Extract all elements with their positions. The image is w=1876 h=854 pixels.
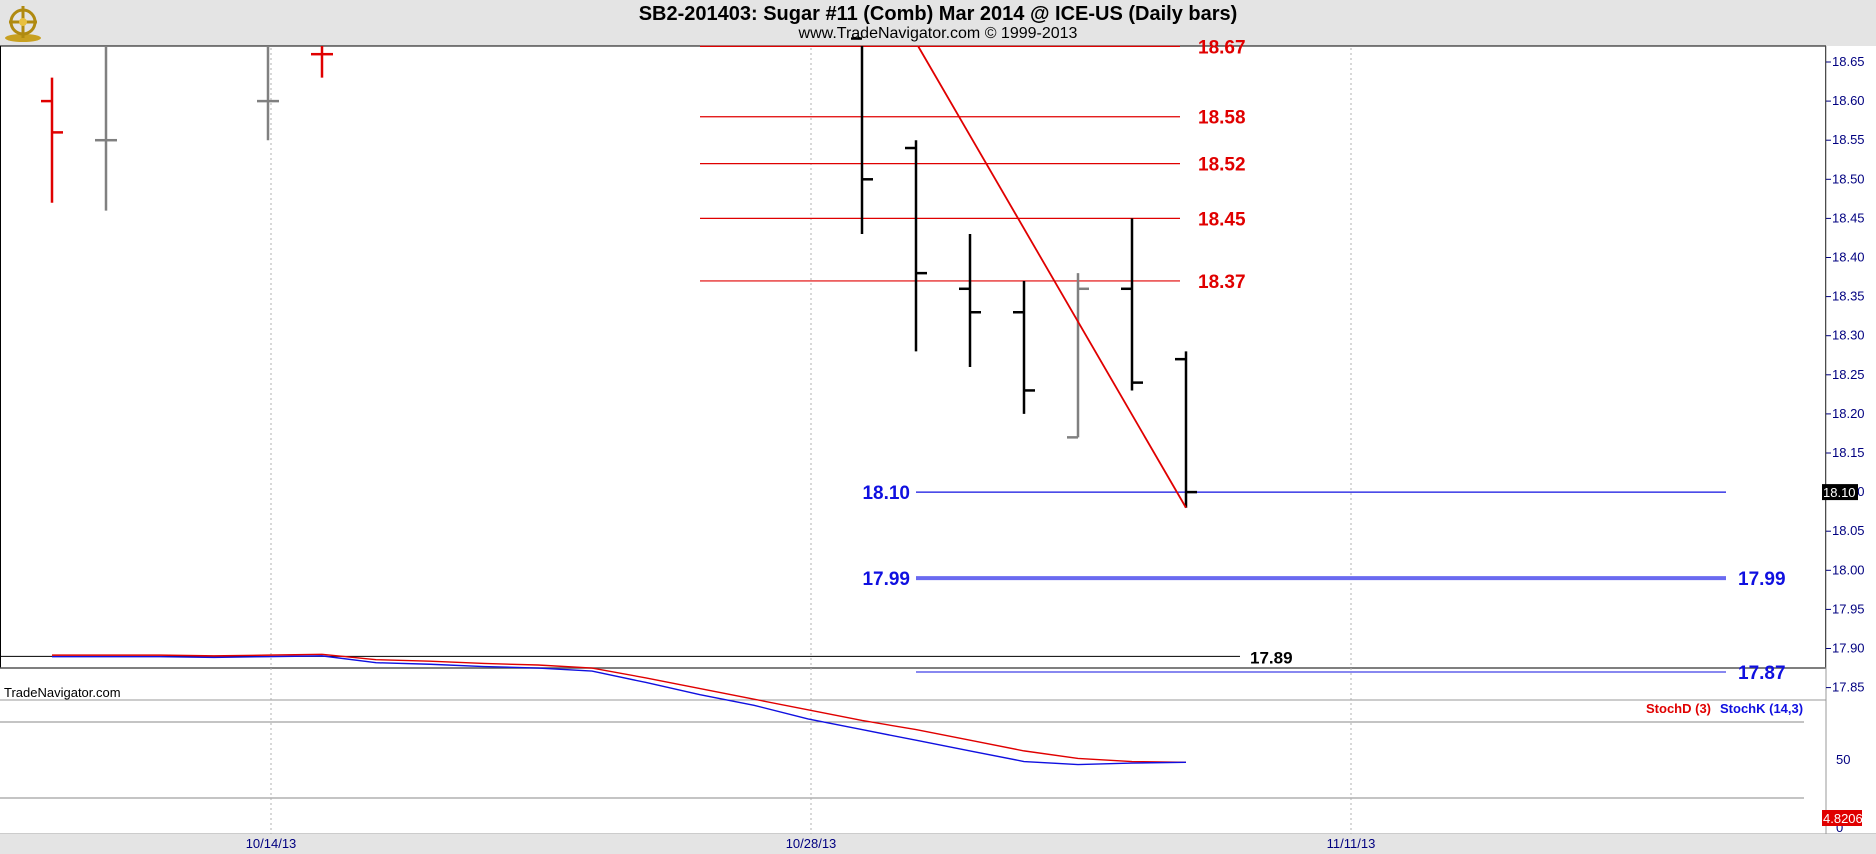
price-tick-label: 18.20 xyxy=(1832,406,1865,421)
level-label: 18.45 xyxy=(1198,209,1246,230)
level-label: 18.67 xyxy=(1198,37,1246,58)
tradenavigator-logo-icon xyxy=(5,6,41,42)
stoch-tick-50: 50 xyxy=(1836,752,1850,767)
last-price-label: 18.10 xyxy=(1823,485,1856,500)
price-tick-label: 18.00 xyxy=(1832,562,1865,577)
price-tick-label: 18.65 xyxy=(1832,54,1865,69)
stoch-tick-0: 0 xyxy=(1836,820,1843,835)
price-levels: 18.67 18.58 18.52 18.45 18.37 18.10 17.99 17.99… xyxy=(0,37,1786,684)
price-panel-frame xyxy=(0,45,1826,669)
price-tick-label: 18.50 xyxy=(1832,171,1865,186)
date-axis: 10/14/13 10/28/13 11/11/13 xyxy=(246,836,1376,851)
level-label: 17.99 xyxy=(862,569,910,590)
level-label: 17.87 xyxy=(1738,663,1786,684)
price-tick-label: 18.40 xyxy=(1832,250,1865,265)
price-tick-label: 17.85 xyxy=(1832,680,1865,695)
ohlc-bars xyxy=(41,37,1197,508)
date-label: 10/14/13 xyxy=(246,836,297,851)
level-label: 17.89 xyxy=(1250,648,1293,667)
level-label-right: 17.99 xyxy=(1738,569,1786,590)
date-gridlines xyxy=(270,48,1352,834)
price-tick-label: 18.35 xyxy=(1832,289,1865,304)
watermark: TradeNavigator.com xyxy=(4,685,121,700)
price-tick-label: 18.25 xyxy=(1832,367,1865,382)
trendline-segment xyxy=(917,45,1187,509)
date-axis-band xyxy=(0,834,1876,854)
stochd-legend: StochD (3) xyxy=(1646,701,1711,716)
price-tick-label: 17.90 xyxy=(1832,641,1865,656)
chart-subtitle: www.TradeNavigator.com © 1999-2013 xyxy=(798,25,1078,42)
level-label: 18.10 xyxy=(862,483,910,504)
price-tick-label: 18.30 xyxy=(1832,328,1865,343)
stochk-line xyxy=(52,655,1187,766)
price-tick-label: 18.05 xyxy=(1832,523,1865,538)
price-tick-label: 18.45 xyxy=(1832,210,1865,225)
price-tick-label: 18.15 xyxy=(1832,445,1865,460)
level-label: 18.52 xyxy=(1198,155,1246,176)
last-price-box xyxy=(1822,484,1858,501)
stoch-last-label: 4.8206 xyxy=(1823,811,1863,826)
price-axis: 18.65 18.60 18.55 18.50 18.45 18.40 18.35 18.30… xyxy=(1822,54,1865,695)
chart-title: SB2-201403: Sugar #11 (Comb) Mar 2014 @ … xyxy=(638,3,1238,25)
chart-header: SB2-201403: Sugar #11 (Comb) Mar 2014 @ … xyxy=(0,0,1876,46)
price-tick-label: 17.95 xyxy=(1832,601,1865,616)
stochk-legend: StochK (14,3) xyxy=(1720,701,1803,716)
date-label: 11/11/13 xyxy=(1327,836,1376,851)
stochastic-panel: StochD (3) StochK (14,3) 50 04.8206 xyxy=(52,653,1863,835)
stochd-line xyxy=(52,653,1187,763)
price-tick-label: 18.60 xyxy=(1832,93,1865,108)
level-label: 18.58 xyxy=(1198,108,1246,129)
price-tick-label: 18.55 xyxy=(1832,132,1865,147)
trendline xyxy=(917,45,1187,509)
level-label: 18.37 xyxy=(1198,272,1246,293)
stoch-last-box xyxy=(1822,810,1862,826)
date-label: 10/28/13 xyxy=(786,836,837,851)
